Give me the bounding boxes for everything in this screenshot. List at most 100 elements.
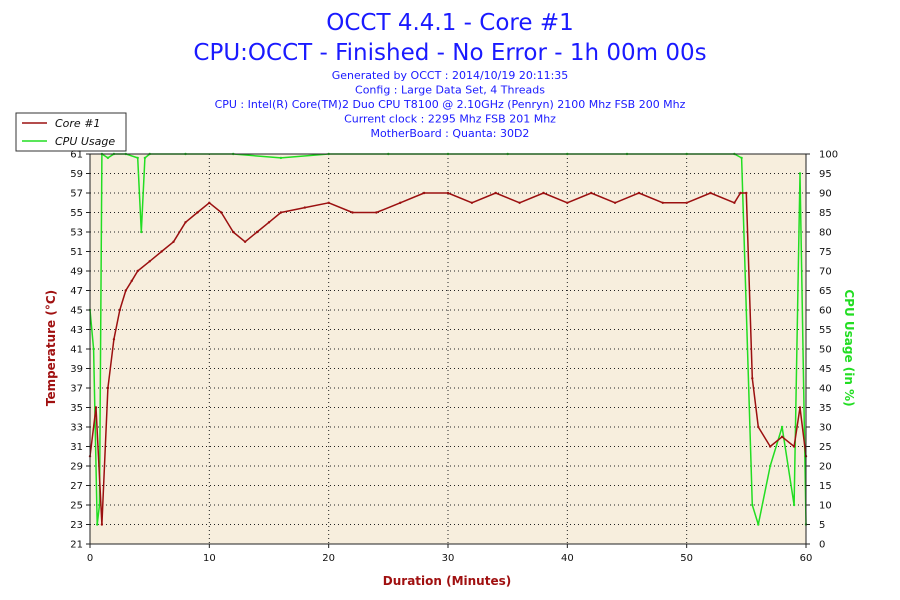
core-temperature-point: [399, 201, 402, 204]
y-tick-label: 47: [70, 286, 83, 297]
core-temperature-point: [243, 240, 247, 243]
x-tick-label: 0: [87, 553, 93, 564]
core-temperature-point: [106, 386, 110, 390]
y2-tick-label: 100: [819, 150, 838, 161]
y-tick-label: 33: [70, 423, 83, 434]
core-temperature-point: [769, 445, 772, 448]
y-tick-label: 43: [70, 325, 83, 336]
y-tick-label: 31: [70, 442, 83, 453]
y2-tick-label: 50: [819, 345, 832, 356]
cpu-usage-point: [740, 156, 743, 160]
y-tick-label: 53: [70, 228, 83, 239]
core-temperature-point: [100, 523, 104, 526]
info-lines: Generated by OCCT : 2014/10/19 20:11:35 C…: [215, 69, 686, 140]
core-temperature-point: [160, 250, 163, 253]
cpu-usage-point: [780, 425, 784, 429]
core-temperature-point: [267, 221, 271, 224]
core-temperature-point: [130, 279, 133, 282]
chart-subtitle: CPU:OCCT - Finished - No Error - 1h 00m …: [193, 40, 706, 66]
core-temperature-point: [542, 191, 545, 195]
y2-tick-label: 80: [819, 228, 832, 239]
y2-tick-label: 95: [819, 169, 832, 180]
core-temperature-point: [94, 406, 98, 409]
cpu-usage-point: [798, 172, 802, 175]
grid: [89, 153, 807, 545]
y2-tick-label: 20: [819, 462, 832, 473]
core-temperature-point: [279, 211, 283, 214]
info-line: MotherBoard : Quanta: 30D2: [371, 127, 530, 140]
y2-tick-label: 15: [819, 481, 832, 492]
core-temperature-point: [751, 377, 754, 380]
y-tick-label: 27: [70, 481, 83, 492]
core-temperature-point: [148, 260, 151, 263]
y2-tick-label: 70: [819, 267, 832, 278]
core-temperature-point: [112, 338, 116, 341]
y-tick-label: 23: [70, 520, 83, 531]
core-temperature-point: [780, 435, 784, 438]
core-temperature-point: [136, 269, 139, 273]
legend-label-core: Core #1: [55, 117, 100, 130]
y-tick-label: 55: [70, 208, 83, 219]
cpu-usage-point: [792, 503, 796, 507]
y2-tick-label: 85: [819, 208, 832, 219]
chart-title: OCCT 4.4.1 - Core #1: [326, 10, 573, 36]
core-temperature-point: [255, 230, 259, 234]
core-temperature-point: [613, 201, 617, 204]
y2-tick-label: 90: [819, 189, 832, 200]
y-tick-label: 57: [70, 189, 83, 200]
core-temperature-point: [757, 425, 760, 429]
y2-tick-label: 55: [819, 325, 832, 336]
core-temperature-point: [590, 191, 593, 195]
core-temperature-point: [566, 201, 569, 204]
core-temperature-point: [196, 211, 199, 214]
y-tick-label: 61: [70, 150, 83, 161]
y-axis-title: Temperature (°C): [44, 290, 58, 406]
core-temperature-point: [733, 201, 736, 204]
x-axis-title: Duration (Minutes): [383, 574, 511, 588]
cpu-usage-point: [96, 523, 99, 526]
core-temperature-point: [208, 201, 211, 204]
core-temperature-point: [709, 191, 712, 195]
legend: Core #1 CPU Usage: [15, 112, 127, 152]
core-temperature-point: [422, 191, 426, 195]
core-temperature-point: [124, 289, 128, 292]
x-tick-label: 30: [442, 553, 455, 564]
y-tick-label: 41: [70, 345, 83, 356]
cpu-usage-point: [757, 523, 760, 526]
y2-tick-label: 10: [819, 501, 832, 512]
info-line: CPU : Intel(R) Core(TM)2 Duo CPU T8100 @…: [215, 98, 686, 111]
y2-tick-label: 65: [819, 286, 832, 297]
core-temperature-point: [118, 308, 122, 312]
y-tick-label: 21: [70, 540, 83, 551]
cpu-usage-point: [98, 503, 101, 507]
core-temperature-point: [446, 191, 450, 195]
y-axis-right: 0 5 10 15 20 25 30 35 40 45 50 55 60 65 70 75 80 85 90 95 10…: [806, 150, 838, 551]
y-tick-label: 35: [70, 403, 83, 414]
core-temperature-point: [470, 201, 474, 204]
y2-tick-label: 60: [819, 306, 832, 317]
info-line: Current clock : 2295 Mhz FSB 201 Mhz: [344, 113, 556, 126]
core-temperature-point: [685, 201, 688, 204]
y2-tick-label: 5: [819, 520, 825, 531]
core-temperature-point: [220, 211, 223, 214]
x-tick-label: 60: [800, 553, 813, 564]
core-temperature-point: [798, 406, 802, 409]
y2-tick-label: 40: [819, 384, 832, 395]
y-tick-label: 25: [70, 501, 83, 512]
legend-box: [15, 112, 127, 152]
core-temperature-point: [327, 201, 330, 204]
info-line: Generated by OCCT : 2014/10/19 20:11:35: [332, 69, 569, 82]
y2-tick-label: 30: [819, 423, 832, 434]
core-temperature-point: [351, 211, 354, 214]
y-tick-label: 29: [70, 462, 83, 473]
cpu-usage-point: [279, 156, 283, 160]
cpu-usage-point: [92, 347, 95, 351]
cpu-usage-point: [745, 308, 748, 312]
y2-tick-label: 75: [819, 247, 832, 258]
y-tick-label: 51: [70, 247, 83, 258]
core-temperature-point: [739, 191, 742, 195]
info-line: Config : Large Data Set, 4 Threads: [355, 84, 545, 97]
x-tick-label: 10: [203, 553, 216, 564]
cpu-usage-point: [143, 156, 147, 160]
